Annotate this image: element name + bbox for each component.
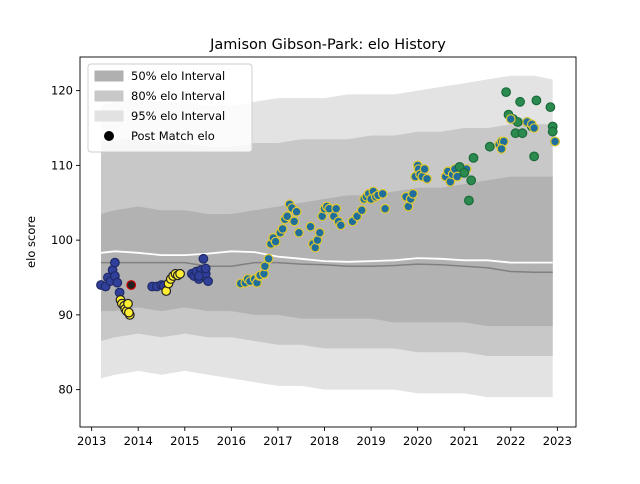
legend: 50% elo Interval 80% elo Interval 95% elo …: [87, 63, 253, 153]
x-tick-label-2018: 2018: [310, 434, 339, 448]
data-point-7-5: [484, 141, 495, 152]
data-point-6-46: [377, 188, 388, 199]
y-tick-label-90: 90: [58, 308, 73, 322]
legend-box: [87, 63, 253, 153]
data-point-5-8: [193, 271, 204, 281]
x-tick-label-2013: 2013: [77, 434, 106, 448]
data-point-6-20: [289, 216, 300, 227]
x-tick-label-2014: 2014: [124, 434, 153, 448]
data-point-7-12: [517, 128, 528, 139]
data-point-6-35: [335, 220, 346, 231]
data-point-6-58: [422, 173, 432, 184]
data-point-7-19: [547, 126, 558, 137]
data-point-0-6: [112, 277, 123, 288]
plot-frame: [79, 56, 577, 428]
x-tick-label-2015: 2015: [170, 434, 199, 448]
data-point-1-0: [126, 280, 137, 290]
data-point-5-7: [203, 276, 214, 287]
data-point-6-10: [263, 253, 274, 264]
axes: 2013 2014 2015 2016 2017 2018 2019 2020 2021 2022…: [51, 84, 572, 448]
y-axis-label: elo score: [24, 216, 38, 268]
y-tick-label-100: 100: [51, 233, 73, 247]
data-point-6-17: [282, 211, 293, 222]
legend-swatch-2: [94, 110, 124, 122]
data-point-6-15: [277, 223, 288, 234]
median-line: [101, 261, 553, 274]
data-point-7-11: [515, 96, 525, 107]
band-50: [101, 176, 553, 327]
data-point-6-51: [408, 188, 418, 199]
legend-label-3: Post Match elo: [131, 129, 215, 143]
data-point-8-3: [529, 123, 539, 133]
data-point-7-6: [501, 87, 512, 97]
data-point-7-15: [529, 151, 539, 162]
legend-label-2: 95% elo Interval: [131, 109, 225, 123]
plot-area: [96, 75, 560, 398]
data-point-7-2: [464, 195, 474, 206]
data-point-6-23: [305, 221, 316, 232]
legend-swatch-1: [94, 90, 124, 102]
data-point-6-38: [356, 205, 367, 216]
data-point-2-7: [123, 307, 134, 318]
data-point-7-3: [466, 175, 477, 186]
x-tick-label-2021: 2021: [450, 434, 479, 448]
y-tick-label-120: 120: [51, 84, 73, 98]
data-point-6-70: [496, 143, 507, 154]
y-tick-label-110: 110: [51, 158, 73, 172]
data-point-4-6: [175, 268, 186, 279]
x-tick-label-2016: 2016: [217, 434, 246, 448]
data-point-7-16: [531, 95, 542, 106]
legend-label-1: 80% elo Interval: [131, 89, 225, 103]
mean-line: [100, 250, 553, 264]
data-point-6-22: [294, 227, 304, 238]
data-point-6-47: [380, 203, 391, 214]
x-tick-label-2022: 2022: [496, 434, 525, 448]
x-tick-label-2019: 2019: [356, 434, 385, 448]
data-point-5-9: [200, 263, 211, 274]
data-point-6-57: [419, 164, 430, 175]
x-tick-label-2023: 2023: [543, 434, 572, 448]
x-tick-label-2020: 2020: [403, 434, 432, 448]
data-point-6-21: [291, 206, 302, 217]
data-point-7-4: [468, 152, 479, 163]
data-point-7-1: [459, 167, 470, 178]
legend-swatch-0: [94, 70, 124, 82]
data-point-2-5: [123, 298, 133, 309]
data-point-6-27: [314, 227, 325, 238]
legend-marker-3: [104, 131, 114, 141]
data-point-8-4: [550, 136, 560, 147]
y-tick-label-80: 80: [58, 383, 73, 397]
data-point-6-33: [331, 203, 342, 214]
data-point-0-7: [109, 257, 120, 268]
data-point-7-17: [545, 102, 556, 112]
chart-title: Jamison Gibson-Park: elo History: [209, 37, 446, 53]
data-point-8-0: [505, 114, 516, 124]
legend-label-0: 50% elo Interval: [131, 69, 225, 83]
data-point-5-5: [198, 253, 209, 264]
data-point-6-13: [270, 236, 281, 247]
x-tick-label-2017: 2017: [263, 434, 292, 448]
